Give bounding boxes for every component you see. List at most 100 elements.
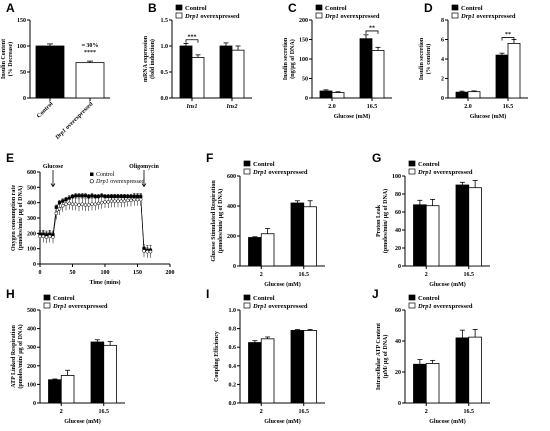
data-point	[51, 235, 55, 239]
legend-swatch	[451, 4, 459, 11]
y-tick-label: 20	[395, 370, 401, 376]
bar	[290, 330, 305, 404]
y-tick-label: 100	[17, 44, 26, 50]
panel-label: B	[148, 1, 157, 15]
x-axis-label: Time (mins)	[89, 279, 120, 286]
data-point	[80, 194, 84, 198]
legend-swatch	[43, 302, 51, 309]
significance-bracket	[501, 37, 515, 41]
y-axis-label-line: mRNA expression	[143, 35, 149, 82]
x-axis-label: Glucose (mM)	[64, 418, 101, 425]
data-point	[64, 202, 68, 206]
bar	[35, 45, 65, 99]
x-axis-label: Glucose (mM)	[429, 418, 466, 425]
x-tick-label: 2	[60, 409, 63, 415]
x-tick-label: 16.5	[464, 272, 475, 278]
data-point	[87, 194, 91, 199]
y-tick-label: 1.0	[161, 44, 169, 50]
data-point	[122, 199, 127, 203]
y-tick-label: 100	[299, 57, 308, 63]
bar	[413, 363, 427, 404]
x-tick-label: 16.5	[299, 272, 310, 278]
y-axis-label-line: (µM/ µg of DNA)	[382, 335, 389, 379]
data-point	[90, 194, 94, 198]
y-tick-label: 0	[33, 262, 36, 268]
bar	[48, 379, 62, 404]
y-axis-label: mRNA expression(fold induction)	[143, 35, 156, 82]
y-tick-label: 100	[392, 174, 401, 180]
y-tick-label: 0.6	[229, 345, 237, 351]
y-tick-label: 60	[395, 308, 401, 314]
y-tick-label: 20	[395, 246, 401, 252]
y-tick-label: 200	[299, 18, 308, 24]
plain-part: overexpressed	[432, 303, 473, 310]
event-arrowhead	[50, 183, 56, 188]
plain-part: overexpressed	[109, 179, 145, 185]
y-axis-label-line: (pmoles/min/ µg of DNA)	[382, 189, 389, 253]
y-tick-label: 4	[441, 57, 444, 63]
y-axis-label-line: Proton Leak	[376, 204, 382, 237]
y-axis-label-line: Insulin Content	[1, 39, 7, 79]
x-axis-label: Glucose (mM)	[264, 418, 301, 425]
bar	[359, 38, 373, 99]
data-point	[38, 234, 42, 239]
legend-swatch	[408, 168, 416, 175]
legend-label: Control	[418, 161, 440, 168]
x-tick-label: 50	[70, 270, 76, 276]
x-tick-label: 2	[260, 409, 263, 415]
y-tick-label: 0	[441, 96, 444, 102]
data-point	[106, 200, 110, 204]
bar	[219, 45, 233, 99]
legend-label: Control	[461, 5, 483, 12]
y-axis-label: Glucose Stimulated Respiration(pmoles/mi…	[211, 180, 224, 262]
y-tick-label: 0	[23, 96, 26, 102]
y-axis-label: Insulin Content(% Decrease)	[1, 39, 14, 79]
plain-part: overexpressed	[267, 169, 308, 176]
data-point	[67, 201, 71, 206]
x-axis-label: Glucose (mM)	[429, 281, 466, 288]
data-point	[70, 194, 75, 199]
plain-part: overexpressed	[67, 303, 108, 310]
panel-label: F	[206, 151, 213, 165]
data-point	[132, 197, 136, 202]
y-tick-label: 0	[305, 96, 308, 102]
bar	[260, 233, 275, 267]
data-point	[119, 199, 123, 203]
legend-label: Drp1 overexpressed	[417, 169, 473, 176]
data-point	[142, 249, 146, 253]
panel-label: I	[206, 287, 209, 301]
italic-part: Drp1	[52, 303, 67, 310]
legend-label: Drp1 overexpressed	[417, 303, 473, 310]
bar	[331, 92, 345, 99]
data-point	[61, 203, 65, 208]
x-tick-label: 16.5	[464, 409, 475, 415]
legend-swatch	[243, 168, 251, 175]
panel-label: D	[424, 1, 433, 15]
plain-part: overexpressed	[64, 101, 95, 132]
legend-swatch	[43, 294, 51, 301]
italic-part: Drp1	[324, 13, 339, 20]
panel-D: 0 2 4 6 8 Insulin secretion(% content) Glucose…	[419, 4, 528, 120]
legend-label: Control	[96, 172, 115, 178]
y-tick-label: 0.5	[161, 70, 169, 76]
y-tick-label: 60	[395, 210, 401, 216]
y-tick-label: 500	[27, 185, 36, 191]
x-tick-label: 16.5	[99, 409, 110, 415]
y-axis-label: ATP Linked Respiration(pmoles/min/ µg of…	[11, 324, 24, 388]
data-point	[139, 197, 143, 202]
bar	[467, 91, 481, 99]
plain-part: overexpressed	[475, 13, 516, 20]
panel-A: 0 50 100 150 Insulin Content(% Decrease) Cont…	[1, 18, 110, 142]
significance-stars: ***	[188, 34, 197, 40]
y-tick-label: 400	[27, 327, 36, 333]
data-point	[93, 194, 97, 199]
significance-stars: **	[505, 32, 511, 38]
data-point	[87, 203, 91, 207]
data-point	[96, 201, 101, 206]
y-tick-label: 150	[299, 38, 308, 44]
data-point	[126, 198, 130, 203]
data-point	[74, 202, 78, 206]
data-point	[96, 194, 101, 199]
